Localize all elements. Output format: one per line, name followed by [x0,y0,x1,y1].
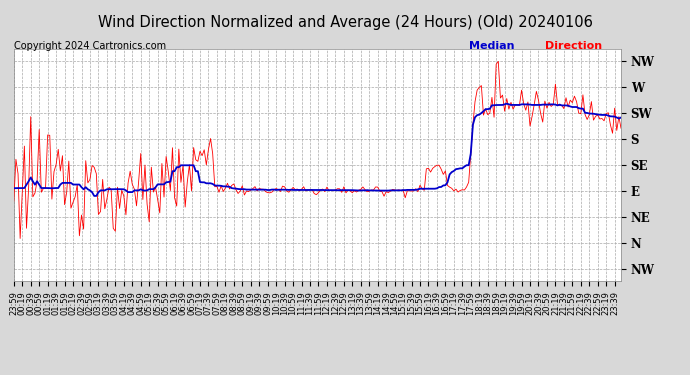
Text: Wind Direction Normalized and Average (24 Hours) (Old) 20240106: Wind Direction Normalized and Average (2… [97,15,593,30]
Text: Copyright 2024 Cartronics.com: Copyright 2024 Cartronics.com [14,41,166,51]
Text: Median: Median [469,41,515,51]
Text: Direction: Direction [545,41,602,51]
